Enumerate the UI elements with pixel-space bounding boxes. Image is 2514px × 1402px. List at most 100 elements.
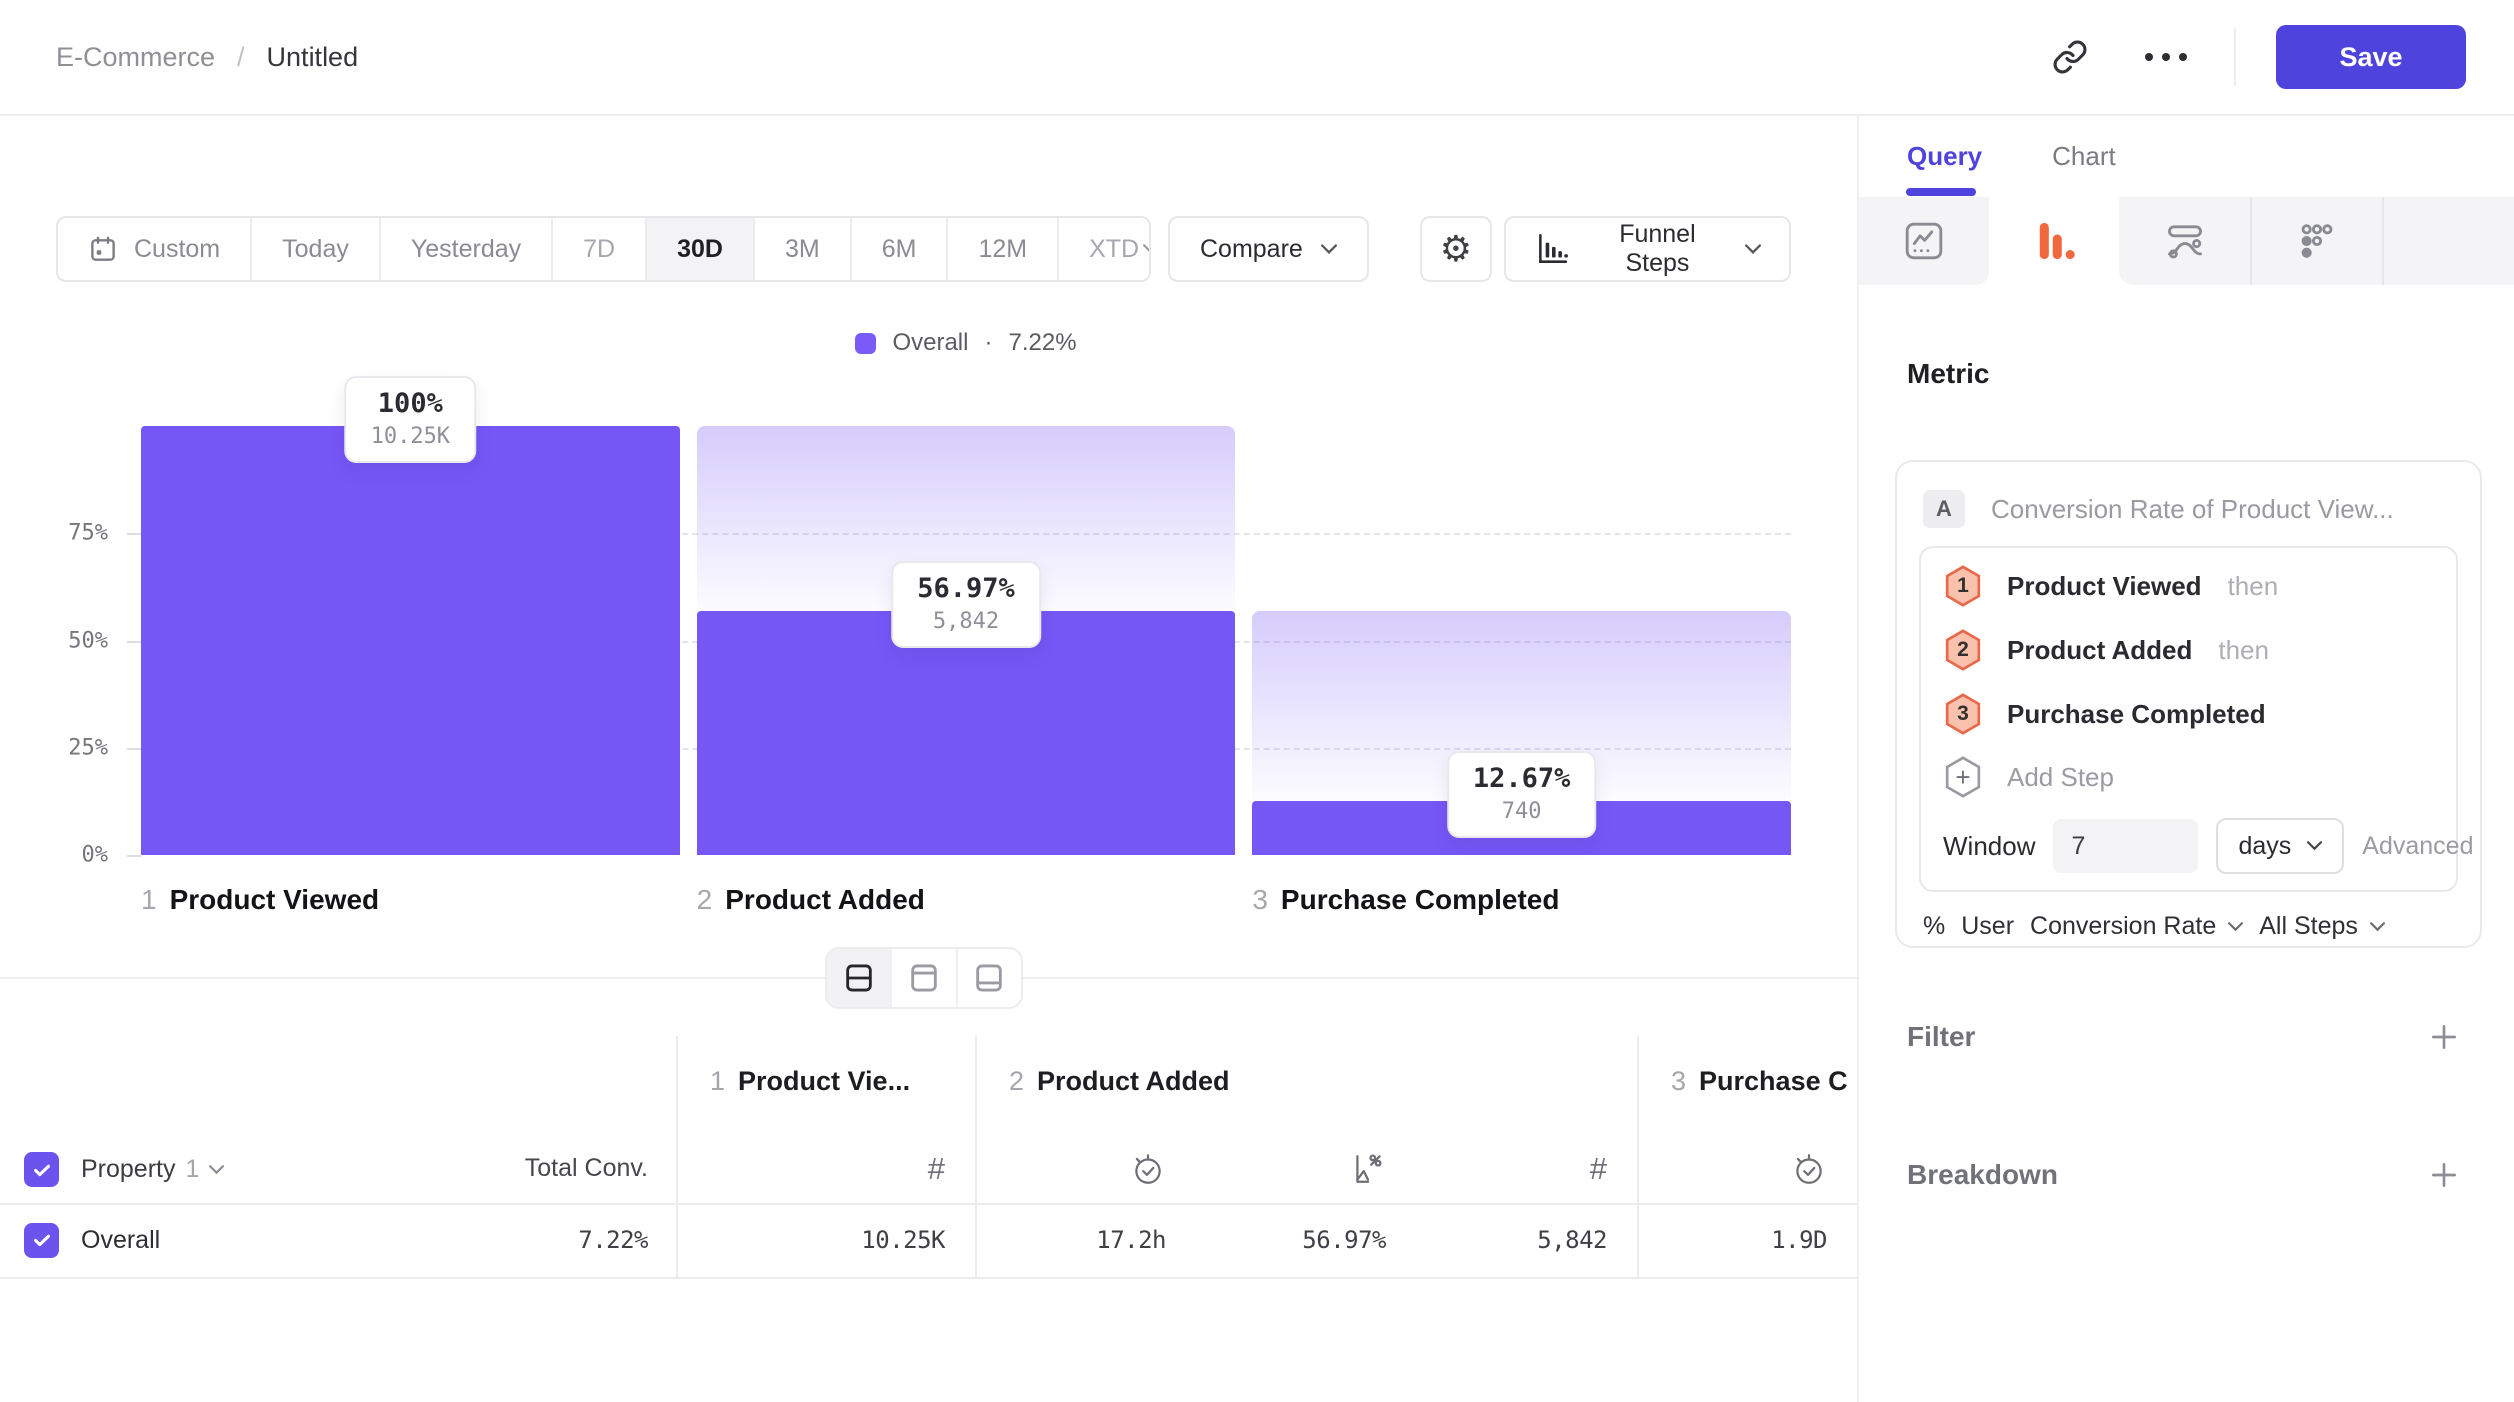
plot-area: 100% 10.25K 56.97% 5,842 — [127, 376, 1792, 857]
retention-report-tab[interactable] — [2249, 197, 2382, 285]
breadcrumb-project[interactable]: E-Commerce — [56, 41, 216, 72]
date-range-6m[interactable]: 6M — [849, 218, 947, 280]
bar-pct-label: 12.67% — [1472, 762, 1571, 794]
add-filter-button[interactable] — [2428, 1021, 2460, 1053]
chevron-down-icon — [1745, 243, 1762, 255]
row-checkbox[interactable] — [24, 1222, 59, 1258]
filter-label: Filter — [1907, 1021, 1976, 1052]
bar-pct-label: 56.97% — [917, 572, 1015, 604]
window-label: Window — [1943, 830, 2036, 861]
property-selector[interactable]: Property 1 — [81, 1155, 225, 1184]
gear-icon: ⚙ — [1439, 228, 1472, 269]
date-range-custom[interactable]: Custom — [58, 218, 250, 280]
cell-step2-time: 17.2h — [1096, 1226, 1166, 1254]
header-step2-group[interactable]: 2 Product Added — [1009, 1066, 1607, 1187]
query-step-3[interactable]: 3 Purchase Completed — [1943, 682, 2434, 746]
flows-icon — [2163, 219, 2207, 263]
layout-split-view-button[interactable] — [827, 949, 891, 1007]
funnel-bar-product-added: 56.97% 5,842 — [696, 426, 1236, 855]
date-range-12m[interactable]: 12M — [946, 218, 1057, 280]
chart-settings-button[interactable]: ⚙ — [1419, 216, 1492, 282]
funnel-bar-purchase-completed: 12.67% 740 — [1252, 426, 1792, 855]
metric-series-selector[interactable]: A Conversion Rate of Product View... — [1897, 462, 2480, 546]
advanced-toggle[interactable]: Advanced — [2362, 832, 2480, 861]
query-panel: Query Chart — [1857, 116, 2514, 1402]
window-unit-select[interactable]: days — [2216, 818, 2345, 874]
header-step3-group[interactable]: 3 Purchase C — [1637, 1010, 1857, 1203]
cell-step2-count: 5,842 — [1537, 1226, 1607, 1254]
date-range-label: Custom — [134, 234, 221, 263]
steps-scope-select[interactable]: All Steps — [2259, 912, 2385, 941]
header-property-cell: Property 1 Total Conv. — [0, 1010, 676, 1203]
step-number-badge: 1 — [1943, 564, 1983, 608]
ellipsis-icon — [2145, 53, 2187, 61]
save-button[interactable]: Save — [2276, 25, 2466, 89]
cell-step2-rate: 56.97% — [1302, 1226, 1386, 1254]
percent-icon: % — [1923, 912, 1946, 940]
axis-tick-mark — [127, 640, 141, 643]
axis-tick-mark — [127, 533, 141, 536]
window-value-input[interactable] — [2053, 819, 2199, 873]
series-letter-badge: A — [1923, 490, 1965, 528]
add-step-button[interactable]: + Add Step — [1943, 746, 2434, 808]
step-label-2: 2 Product Added — [696, 884, 925, 915]
top-panel-icon — [907, 961, 941, 995]
chart-type-label: Funnel Steps — [1619, 220, 1696, 277]
metric-card: A Conversion Rate of Product View... 1 P… — [1895, 460, 2482, 948]
date-range-today[interactable]: Today — [250, 218, 379, 280]
bar-segment[interactable] — [141, 426, 680, 855]
window-unit-label: days — [2238, 831, 2292, 860]
tab-chart[interactable]: Chart — [2052, 141, 2116, 171]
y-axis-tick: 50% — [68, 628, 108, 653]
compare-button[interactable]: Compare — [1168, 216, 1369, 282]
total-conv-value: 7.22% — [578, 1226, 648, 1254]
report-type-tabs — [1859, 197, 2514, 285]
y-axis-tick: 25% — [68, 735, 108, 761]
date-range-3m[interactable]: 3M — [752, 218, 850, 280]
insights-icon — [1902, 219, 1946, 263]
table-row-border — [0, 1277, 1857, 1279]
select-all-checkbox[interactable] — [24, 1152, 59, 1187]
count-column-icon: # — [1589, 1151, 1607, 1186]
insights-report-tab[interactable] — [1859, 197, 1990, 285]
panel-tab-bar: Query Chart — [1859, 116, 2514, 197]
y-axis-tick: 0% — [81, 842, 109, 868]
add-breakdown-button[interactable] — [2428, 1159, 2460, 1191]
axis-tick-mark — [127, 747, 141, 750]
funnels-report-tab[interactable] — [1989, 197, 2120, 285]
breakdown-section: Breakdown — [1907, 1155, 2460, 1195]
date-range-yesterday[interactable]: Yesterday — [378, 218, 551, 280]
legend-value: 7.22% — [1008, 329, 1077, 356]
chart-legend[interactable]: Overall · 7.22% — [141, 328, 1791, 358]
query-step-1[interactable]: 1 Product Viewed then — [1943, 554, 2434, 618]
query-step-2[interactable]: 2 Product Added then — [1943, 618, 2434, 682]
legend-label: Overall — [892, 329, 969, 356]
date-range-7d[interactable]: 7D — [551, 218, 645, 280]
header-step1-group[interactable]: 1 Product Vie... # — [710, 1066, 945, 1186]
funnel-icon — [2032, 219, 2076, 263]
tab-query[interactable]: Query — [1907, 141, 1983, 171]
date-range-30d[interactable]: 30D — [645, 218, 753, 280]
layout-chart-only-button[interactable] — [890, 949, 955, 1007]
share-link-button[interactable] — [2042, 29, 2098, 85]
conversion-rate-column-icon — [1350, 1151, 1386, 1187]
date-range-xtd[interactable]: XTD — [1057, 218, 1149, 280]
total-conv-column-header[interactable]: Total Conv. — [524, 1154, 648, 1182]
step-event-name: Product Added — [2007, 634, 2193, 665]
layout-table-only-button[interactable] — [955, 949, 1021, 1007]
cell-step1-count: 10.25K — [861, 1226, 945, 1254]
flows-report-tab[interactable] — [2119, 197, 2250, 285]
avg-time-column-icon — [1130, 1151, 1166, 1187]
plus-hexagon-icon: + — [1943, 755, 1983, 799]
more-options-button[interactable] — [2138, 29, 2194, 85]
measurement-select[interactable]: Conversion Rate — [2030, 912, 2244, 941]
legend-separator: · — [984, 329, 993, 356]
breadcrumb: E-Commerce / Untitled — [56, 42, 358, 73]
bar-segment[interactable] — [696, 610, 1236, 855]
chart-type-button[interactable]: Funnel Steps — [1503, 216, 1792, 282]
topbar-actions: Save — [2042, 25, 2466, 89]
chevron-down-icon — [209, 1164, 225, 1175]
counting-entity-select[interactable]: User — [1961, 912, 2015, 940]
results-table: Property 1 Total Conv. 1 Product Vie... #… — [0, 1010, 1857, 1279]
report-title[interactable]: Untitled — [266, 41, 359, 72]
